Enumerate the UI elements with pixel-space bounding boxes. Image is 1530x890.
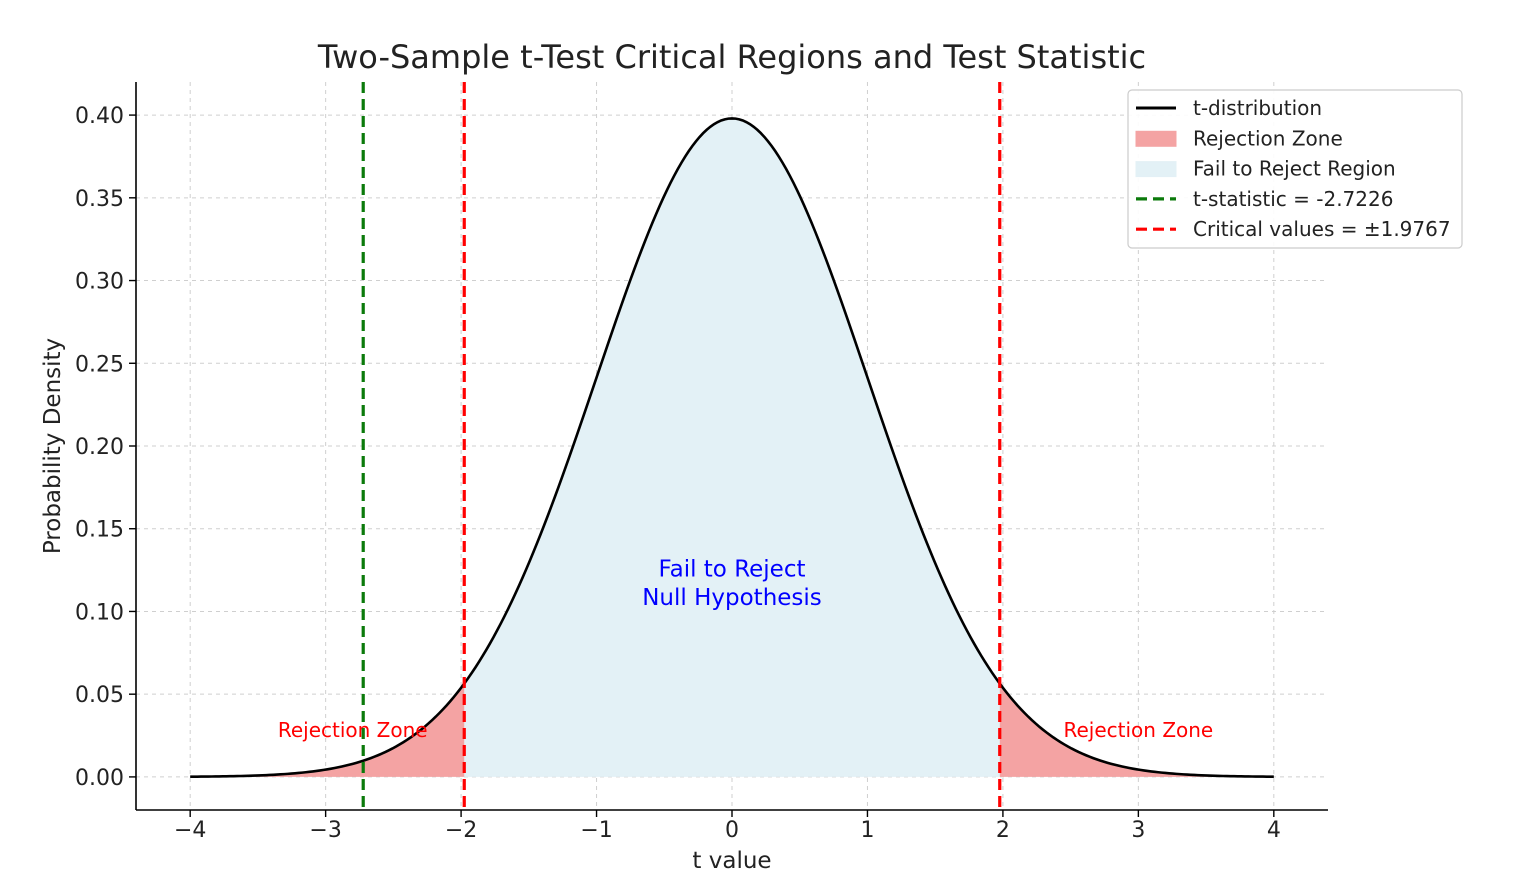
legend-item-1: Rejection Zone [1135, 126, 1343, 150]
rejection-area-right [999, 683, 1274, 777]
x-tick-label-7: 3 [1131, 818, 1145, 843]
y-tick-label-5: 0.25 [75, 352, 124, 377]
legend-item-3: t-statistic = -2.7226 [1136, 187, 1393, 211]
legend-swatch-patch [1135, 130, 1177, 147]
x-tick-label-5: 1 [860, 818, 874, 843]
x-tick-label-0: −4 [174, 818, 206, 843]
legend-label: Rejection Zone [1193, 126, 1343, 150]
annotations: Rejection Zone Rejection Zone Fail to Reje… [278, 557, 1213, 742]
y-tick-label-0: 0.00 [75, 766, 124, 791]
fail-to-reject-area [464, 118, 1000, 777]
y-tick-label-6: 0.30 [75, 270, 124, 295]
x-tick-label-4: 0 [725, 818, 739, 843]
y-tick-label-8: 0.40 [75, 104, 124, 129]
legend-swatch-patch [1135, 161, 1177, 178]
y-tick-label-3: 0.15 [75, 518, 124, 543]
y-tick-label-7: 0.35 [75, 187, 124, 212]
vertical-lines [361, 82, 1002, 810]
legend-item-2: Fail to Reject Region [1135, 157, 1396, 181]
y-tick-label-4: 0.20 [75, 435, 124, 460]
rejection-zone-label-left: Rejection Zone [278, 718, 428, 742]
region-fills [190, 118, 1274, 777]
y-tick-label-2: 0.10 [75, 600, 124, 625]
x-tick-label-6: 2 [996, 818, 1010, 843]
legend-box [1127, 89, 1463, 249]
legend-label: Critical values = ±1.9767 [1193, 217, 1451, 241]
rejection-area-left [190, 683, 465, 777]
legend-item-0: t-distribution [1136, 96, 1322, 120]
t-distribution-curve [190, 117, 1274, 778]
x-tick-label-2: −2 [445, 818, 477, 843]
y-axis-label: Probability Density [40, 338, 66, 554]
curve-layer [190, 117, 1274, 778]
x-tick-label-3: −1 [580, 818, 612, 843]
fail-to-reject-label-line2: Null Hypothesis [642, 585, 822, 611]
x-tick-label-8: 4 [1267, 818, 1281, 843]
legend-label: t-statistic = -2.7226 [1193, 187, 1393, 211]
fail-to-reject-label-line1: Fail to Reject [658, 557, 805, 583]
y-tick-label-1: 0.05 [75, 683, 124, 708]
legend: t-distribution Rejection Zone Fail to Reje… [1127, 89, 1463, 249]
legend-label: Fail to Reject Region [1193, 157, 1396, 181]
chart-title: Two-Sample t-Test Critical Regions and T… [317, 38, 1146, 76]
rejection-zone-label-right: Rejection Zone [1063, 718, 1213, 742]
x-tick-label-1: −3 [309, 818, 341, 843]
x-axis-label: t value [692, 848, 771, 874]
tick-labels: −4 −3 −2 −1 0 1 2 3 4 0.00 0.05 0.10 0.15 0.20 0.25 0.3… [75, 104, 1281, 843]
legend-label: t-distribution [1193, 96, 1322, 120]
legend-item-4: Critical values = ±1.9767 [1136, 217, 1451, 241]
